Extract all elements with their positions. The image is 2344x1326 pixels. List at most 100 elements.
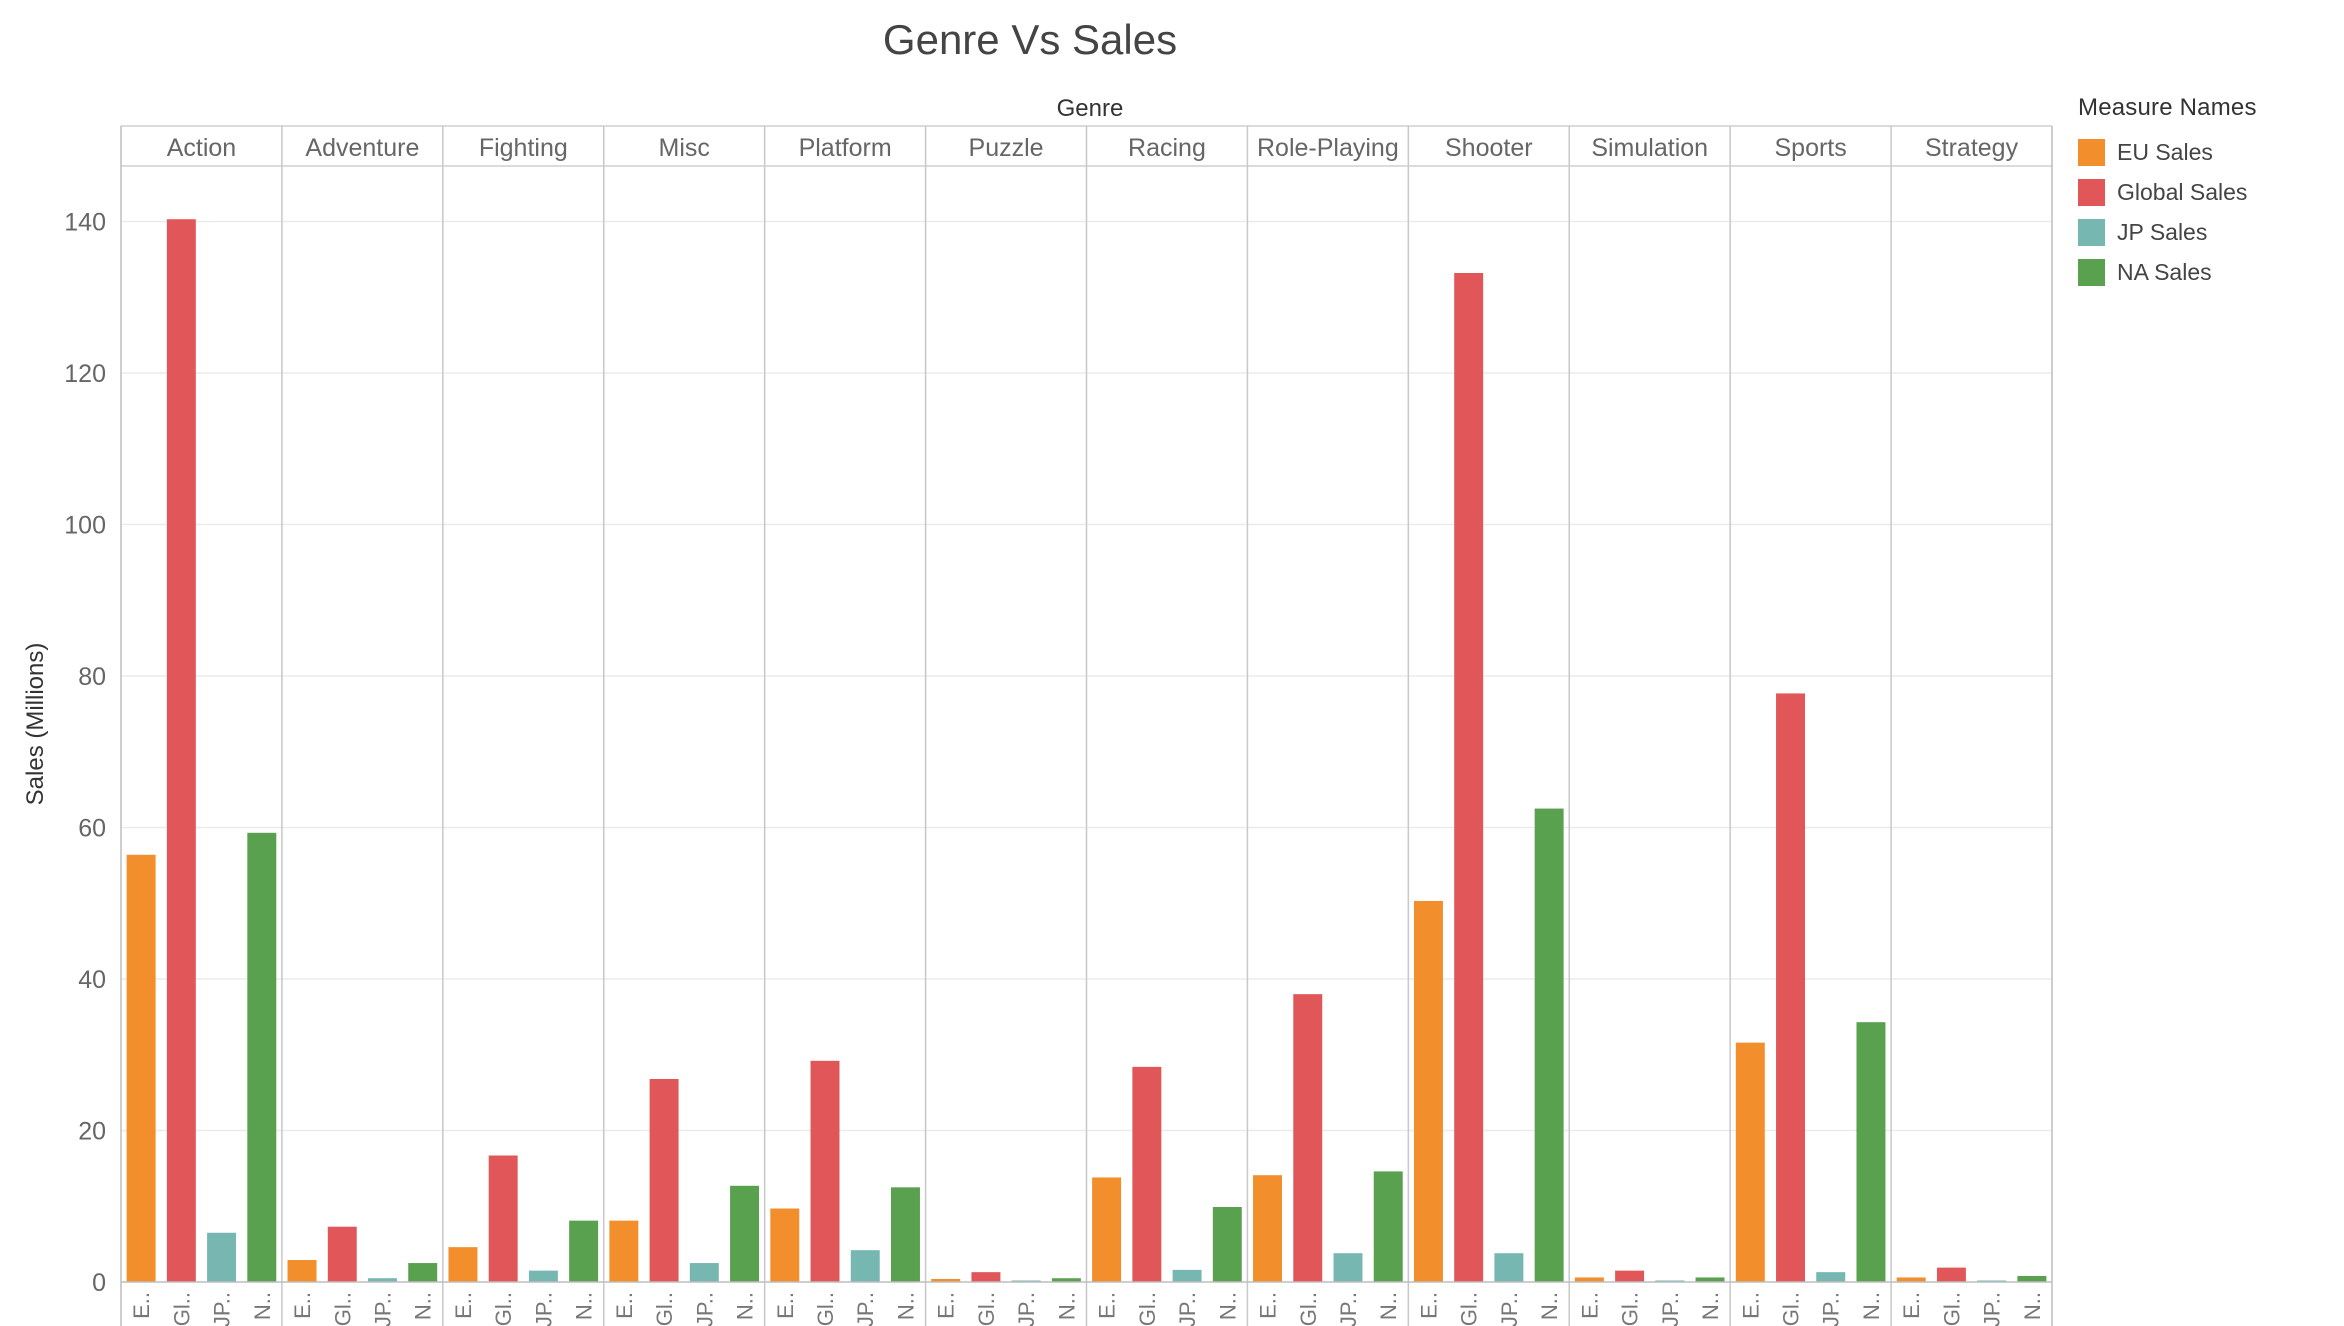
- bar: [1413, 900, 1443, 1282]
- bar: [1333, 1253, 1363, 1282]
- y-tick-label: 0: [92, 1269, 106, 1297]
- measure-tick-label: N..: [893, 1292, 918, 1320]
- bar: [448, 1247, 478, 1282]
- genre-header: Simulation: [1591, 134, 1708, 162]
- bar: [1896, 1277, 1926, 1282]
- measure-tick-label: E..: [129, 1292, 154, 1319]
- measure-tick-label: E..: [1899, 1292, 1924, 1319]
- measure-tick-label: Gl..: [1779, 1292, 1804, 1326]
- bar: [488, 1155, 518, 1282]
- measure-tick-label: N..: [1054, 1292, 1079, 1320]
- y-tick-label: 140: [64, 209, 106, 237]
- measure-tick-label: Gl..: [974, 1292, 999, 1326]
- bar: [569, 1220, 599, 1282]
- y-tick-label: 60: [78, 815, 106, 843]
- measure-tick-label: N..: [411, 1292, 436, 1320]
- legend-items: EU Sales Global Sales JP Sales NA Sales: [2078, 132, 2328, 292]
- bar: [1092, 1177, 1122, 1282]
- bar: [247, 832, 277, 1282]
- measure-tick-label: N..: [1537, 1292, 1562, 1320]
- bar: [649, 1078, 679, 1282]
- bar: [1253, 1175, 1283, 1282]
- measure-tick-label: Gl..: [1618, 1292, 1643, 1326]
- bar: [609, 1220, 639, 1282]
- measure-tick-label: E..: [1738, 1292, 1763, 1319]
- genre-header: Platform: [799, 134, 892, 162]
- bar: [1051, 1278, 1081, 1282]
- bar: [1735, 1042, 1765, 1282]
- genre-header: Adventure: [305, 134, 419, 162]
- bar: [1776, 693, 1805, 1282]
- bar: [1655, 1280, 1685, 1282]
- measure-tick-label: E..: [1256, 1292, 1281, 1319]
- bar: [810, 1060, 840, 1282]
- genre-header: Strategy: [1925, 134, 2019, 162]
- legend: Measure Names EU Sales Global Sales JP Sal…: [2078, 94, 2328, 292]
- bar: [1373, 1171, 1403, 1282]
- measure-tick-label: JP..: [1014, 1292, 1039, 1326]
- bar: [368, 1278, 397, 1282]
- measure-tick-label: E..: [934, 1292, 959, 1319]
- x-axis-label: Genre: [1057, 95, 1124, 122]
- bar: [1132, 1066, 1162, 1282]
- bar: [1615, 1270, 1645, 1282]
- measure-tick-label: N..: [2020, 1292, 2045, 1320]
- legend-item: EU Sales: [2078, 132, 2328, 172]
- y-tick-label: 40: [78, 966, 106, 994]
- measure-tick-label: JP..: [853, 1292, 878, 1326]
- genre-header: Sports: [1774, 134, 1846, 162]
- bar: [1856, 1022, 1886, 1282]
- bar: [166, 219, 196, 1282]
- measure-tick-label: E..: [1416, 1292, 1441, 1319]
- measure-tick-label: E..: [1095, 1292, 1120, 1319]
- y-tick-label: 100: [64, 512, 106, 540]
- bar: [207, 1232, 237, 1282]
- bar: [1534, 808, 1564, 1282]
- bar: [1936, 1267, 1966, 1282]
- legend-label: EU Sales: [2117, 138, 2213, 165]
- measure-tick-label: N..: [1698, 1292, 1723, 1320]
- bar: [931, 1278, 961, 1282]
- legend-item: Global Sales: [2078, 172, 2328, 212]
- bar: [1212, 1207, 1242, 1282]
- measure-tick-label: N..: [250, 1292, 275, 1320]
- legend-title: Measure Names: [2078, 94, 2257, 121]
- measure-tick-label: Gl..: [491, 1292, 516, 1326]
- genre-header: Misc: [659, 134, 710, 162]
- measure-tick-label: Gl..: [813, 1292, 838, 1326]
- measure-tick-label: JP..: [692, 1292, 717, 1326]
- legend-label: NA Sales: [2117, 258, 2212, 285]
- measure-tick-label: N..: [1376, 1292, 1401, 1320]
- legend-label: Global Sales: [2117, 178, 2248, 205]
- bar: [850, 1250, 880, 1282]
- measure-tick-label: JP..: [210, 1292, 235, 1326]
- measure-tick-label: Gl..: [1296, 1292, 1321, 1326]
- measure-tick-label: Gl..: [330, 1292, 355, 1326]
- measure-tick-label: E..: [773, 1292, 798, 1319]
- legend-swatch: [2078, 258, 2105, 286]
- genre-header: Action: [167, 134, 236, 162]
- measure-tick-label: JP..: [370, 1292, 395, 1326]
- bar: [689, 1263, 719, 1282]
- measure-tick-label: Gl..: [169, 1292, 194, 1326]
- measure-tick-label: Gl..: [1457, 1292, 1482, 1326]
- bar: [1011, 1280, 1041, 1282]
- measure-tick-label: JP..: [1336, 1292, 1361, 1326]
- bar: [287, 1260, 317, 1282]
- genre-header: Racing: [1128, 134, 1206, 162]
- legend-item: JP Sales: [2078, 212, 2328, 252]
- bar: [971, 1272, 1001, 1282]
- genre-header: Role-Playing: [1257, 134, 1399, 162]
- bar: [1293, 994, 1323, 1282]
- genre-header: Shooter: [1445, 134, 1533, 162]
- genre-header: Puzzle: [969, 134, 1044, 162]
- measure-tick-label: JP..: [1175, 1292, 1200, 1326]
- bar: [327, 1226, 357, 1282]
- measure-tick-label: N..: [1859, 1292, 1884, 1320]
- measure-tick-label: JP..: [1980, 1292, 2005, 1326]
- bar: [730, 1185, 760, 1282]
- bar: [1454, 273, 1484, 1282]
- bar: [528, 1270, 558, 1282]
- measure-tick-label: JP..: [1819, 1292, 1844, 1326]
